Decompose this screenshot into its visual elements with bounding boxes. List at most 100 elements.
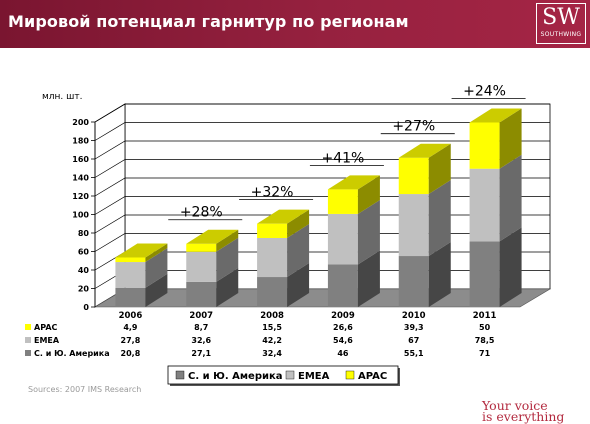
table-cell: 20,8 — [121, 349, 141, 358]
bar-segment-side — [216, 267, 239, 307]
table-cell: 78,5 — [475, 336, 495, 345]
bar-segment-side — [499, 154, 522, 242]
bar-segment-front — [115, 287, 146, 307]
page-title: Мировой потенциал гарнитур по регионам — [8, 12, 409, 31]
bar-2007 — [186, 229, 239, 307]
table-cell: 15,5 — [262, 323, 282, 332]
table-cell: 32,4 — [262, 349, 282, 358]
bar-segment-front — [398, 194, 429, 257]
bar-top — [327, 175, 380, 190]
bar-segment-side — [428, 143, 451, 195]
bar-top — [115, 243, 168, 258]
bar-segment-side — [499, 108, 522, 169]
bar-2011 — [469, 108, 522, 307]
bar-segment-front — [257, 223, 288, 238]
table-cell: 67 — [408, 336, 419, 345]
bar-segment-side — [287, 223, 310, 278]
slogan-line-2: is everything — [482, 409, 565, 424]
table-row-label: EMEA — [34, 336, 60, 345]
legend-box — [167, 365, 399, 385]
legend: С. и Ю. Америка EMEA APAC — [167, 365, 400, 386]
table-row-label: С. и Ю. Америка — [34, 349, 110, 358]
bar-segment-side — [357, 199, 380, 265]
logo-mark: SW — [542, 5, 580, 30]
bar-segment-front — [186, 281, 217, 307]
y-tick-label: 60 — [78, 248, 90, 257]
y-tick-label: 140 — [72, 174, 89, 183]
table-cell: 71 — [479, 349, 491, 358]
table-legend-swatch — [25, 337, 31, 343]
bar-segment-front — [115, 257, 146, 263]
table-legend-swatch — [25, 350, 31, 356]
x-tick-label: 2011 — [473, 311, 497, 321]
table-cell: 55,1 — [404, 349, 424, 358]
slogan-line-1: Your voice — [482, 398, 548, 413]
growth-label: +28% — [180, 205, 223, 221]
bar-segment-side — [216, 229, 239, 252]
bar-top — [469, 108, 522, 123]
bar-segment-side — [287, 209, 310, 238]
table-cell: 26,6 — [333, 323, 353, 332]
bar-top — [257, 209, 310, 224]
table-cell: 32,6 — [191, 336, 211, 345]
logo-wordmark: SOUTHWING — [540, 31, 582, 38]
bar-segment-front — [327, 213, 358, 265]
table-cell: 27,1 — [191, 349, 211, 358]
bar-segment-front — [469, 241, 500, 307]
growth-label: +27% — [392, 119, 435, 135]
table-row-label: APAC — [34, 323, 58, 332]
legend-label: С. и Ю. Америка — [188, 371, 283, 382]
bar-segment-front — [469, 168, 500, 242]
table-cell: 39,3 — [404, 323, 424, 332]
gridline — [94, 140, 550, 160]
bar-segment-side — [216, 237, 239, 282]
legend-swatch — [175, 370, 185, 380]
bar-segment-side — [357, 250, 380, 307]
legend-swatch — [285, 370, 295, 380]
bar-segment-front — [327, 264, 358, 307]
y-tick-label: 0 — [83, 303, 89, 312]
growth-label: +24% — [463, 83, 506, 99]
growth-label: +41% — [321, 150, 364, 166]
bar-2006 — [115, 243, 168, 307]
y-tick-label: 120 — [72, 192, 89, 201]
bar-segment-side — [357, 175, 380, 214]
y-tick-label: 100 — [72, 211, 89, 220]
bar-segment-front — [257, 237, 288, 278]
bar-segment-side — [499, 227, 522, 307]
legend-swatch — [345, 370, 355, 380]
table-legend-swatch — [25, 324, 31, 330]
y-tick-label: 200 — [72, 118, 89, 127]
slogan: Your voice is everything — [482, 398, 565, 424]
y-tick-label: 80 — [78, 229, 90, 238]
legend-label: EMEA — [298, 371, 330, 382]
legend-label: APAC — [358, 371, 387, 382]
table-cell: 46 — [337, 349, 349, 358]
table-cell: 50 — [479, 323, 491, 332]
source-note: Sources: 2007 IMS Research — [28, 385, 142, 394]
x-tick-label: 2008 — [260, 311, 284, 321]
y-axis-label: млн. шт. — [42, 92, 83, 102]
bar-2010 — [398, 143, 451, 307]
bar-segment-side — [145, 273, 168, 307]
table-cell: 27,8 — [121, 336, 141, 345]
bar-top — [398, 143, 451, 158]
bar-segment-front — [186, 251, 217, 282]
y-tick-label: 20 — [78, 285, 90, 294]
bar-segment-front — [469, 122, 500, 169]
table-cell: 42,2 — [262, 336, 282, 345]
x-tick-label: 2007 — [189, 311, 213, 321]
bar-segment-side — [145, 248, 168, 288]
bar-2009 — [327, 175, 380, 307]
bar-segment-side — [287, 263, 310, 307]
bar-segment-side — [428, 242, 451, 307]
bar-segment-front — [186, 243, 217, 252]
x-tick-label: 2010 — [402, 311, 426, 321]
bar-segment-front — [398, 157, 429, 195]
x-tick-label: 2009 — [331, 311, 355, 321]
southwing-logo: SW SOUTHWING — [536, 3, 586, 44]
gridline — [94, 103, 550, 123]
table-cell: 8,7 — [194, 323, 208, 332]
bar-segment-front — [115, 262, 146, 288]
